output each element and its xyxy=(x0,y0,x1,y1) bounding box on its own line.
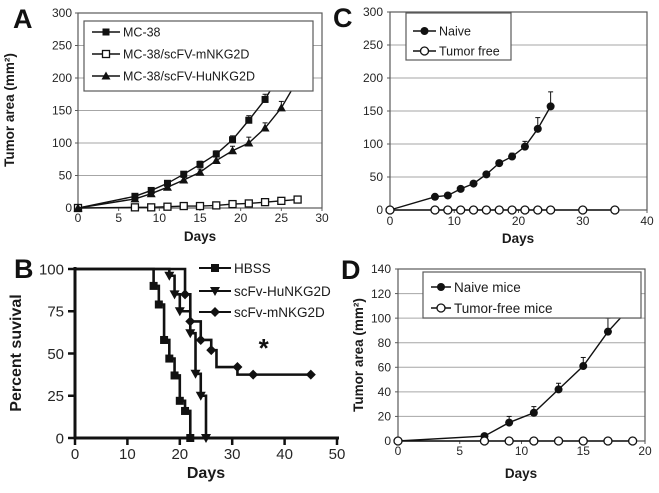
svg-text:Naive mice: Naive mice xyxy=(454,280,521,295)
svg-text:20: 20 xyxy=(171,446,188,463)
svg-text:50: 50 xyxy=(329,446,346,463)
svg-text:30: 30 xyxy=(224,446,241,463)
svg-text:0: 0 xyxy=(384,434,391,448)
panel-d-label: D xyxy=(341,255,361,285)
svg-text:10: 10 xyxy=(153,211,167,225)
svg-text:Days: Days xyxy=(184,229,216,244)
svg-text:200: 200 xyxy=(52,71,72,85)
svg-text:*: * xyxy=(259,333,270,363)
svg-text:100: 100 xyxy=(39,261,64,278)
svg-text:100: 100 xyxy=(363,137,383,151)
panel-c-label: C xyxy=(333,3,353,33)
svg-text:40: 40 xyxy=(640,214,654,228)
svg-text:0: 0 xyxy=(65,201,72,215)
svg-text:20: 20 xyxy=(378,410,392,424)
svg-text:0: 0 xyxy=(71,446,79,463)
panel-b-chart: 0 10 20 30 40 50 0 25 50 75 100 HBSS scFv-HuNKG2D scF… xyxy=(8,261,346,482)
svg-text:150: 150 xyxy=(52,104,72,118)
svg-text:0: 0 xyxy=(395,444,402,458)
svg-text:scFv-mNKG2D: scFv-mNKG2D xyxy=(234,305,325,320)
svg-text:Tumor area (mm²): Tumor area (mm²) xyxy=(351,298,366,412)
panel-a-label: A xyxy=(13,4,33,34)
svg-text:MC-38/scFV-HuNKG2D: MC-38/scFV-HuNKG2D xyxy=(123,70,255,84)
svg-text:MC-38: MC-38 xyxy=(123,26,161,40)
svg-text:30: 30 xyxy=(315,211,329,225)
svg-text:100: 100 xyxy=(371,311,391,325)
svg-text:Tumor free: Tumor free xyxy=(439,45,500,59)
svg-text:50: 50 xyxy=(47,346,64,363)
panel-c-chart: 0 10 20 30 40 0 50 100 150 200 250 300 Naive Tumor fr… xyxy=(363,5,654,246)
svg-text:Naive: Naive xyxy=(439,25,471,39)
svg-text:Tumor area (mm²): Tumor area (mm²) xyxy=(2,53,17,167)
svg-text:HBSS: HBSS xyxy=(234,261,271,276)
svg-text:25: 25 xyxy=(275,211,289,225)
svg-text:Tumor-free mice: Tumor-free mice xyxy=(454,301,553,316)
panel-a-chart: 0 5 10 15 20 25 30050100150200250300MC-38MC-38… xyxy=(2,6,329,244)
svg-text:5: 5 xyxy=(115,211,122,225)
panel-d-chart: 0 5 10 15 20 0 20 40 60 80 100 120 140 Naive mice Tumo… xyxy=(351,262,652,481)
svg-text:120: 120 xyxy=(371,287,391,301)
svg-text:40: 40 xyxy=(276,446,293,463)
svg-text:75: 75 xyxy=(47,304,64,321)
svg-text:15: 15 xyxy=(193,211,207,225)
svg-text:15: 15 xyxy=(577,444,591,458)
svg-text:10: 10 xyxy=(119,446,136,463)
panel-b-label: B xyxy=(14,254,34,284)
svg-text:300: 300 xyxy=(363,5,383,19)
svg-text:40: 40 xyxy=(378,385,392,399)
svg-text:Percent suvival: Percent suvival xyxy=(8,294,25,411)
svg-text:300: 300 xyxy=(52,6,72,20)
svg-text:50: 50 xyxy=(59,169,73,183)
svg-text:0: 0 xyxy=(56,430,64,447)
svg-text:0: 0 xyxy=(387,214,394,228)
svg-text:20: 20 xyxy=(512,214,526,228)
svg-text:200: 200 xyxy=(363,71,383,85)
svg-text:80: 80 xyxy=(378,336,392,350)
svg-text:100: 100 xyxy=(52,136,72,150)
svg-text:250: 250 xyxy=(363,38,383,52)
svg-text:50: 50 xyxy=(370,170,384,184)
svg-text:140: 140 xyxy=(371,262,391,276)
svg-text:Days: Days xyxy=(187,465,225,482)
svg-text:10: 10 xyxy=(448,214,462,228)
svg-text:60: 60 xyxy=(378,360,392,374)
svg-text:Days: Days xyxy=(502,231,534,246)
svg-text:30: 30 xyxy=(576,214,590,228)
svg-text:MC-38/scFV-mNKG2D: MC-38/scFV-mNKG2D xyxy=(123,48,249,62)
svg-text:25: 25 xyxy=(47,388,64,405)
svg-text:20: 20 xyxy=(234,211,248,225)
svg-text:5: 5 xyxy=(456,444,463,458)
svg-text:250: 250 xyxy=(52,39,72,53)
svg-text:150: 150 xyxy=(363,104,383,118)
svg-text:0: 0 xyxy=(376,203,383,217)
svg-text:20: 20 xyxy=(638,444,652,458)
svg-text:0: 0 xyxy=(75,211,82,225)
svg-text:Days: Days xyxy=(505,466,537,481)
svg-text:10: 10 xyxy=(515,444,529,458)
svg-text:scFv-HuNKG2D: scFv-HuNKG2D xyxy=(234,284,331,299)
